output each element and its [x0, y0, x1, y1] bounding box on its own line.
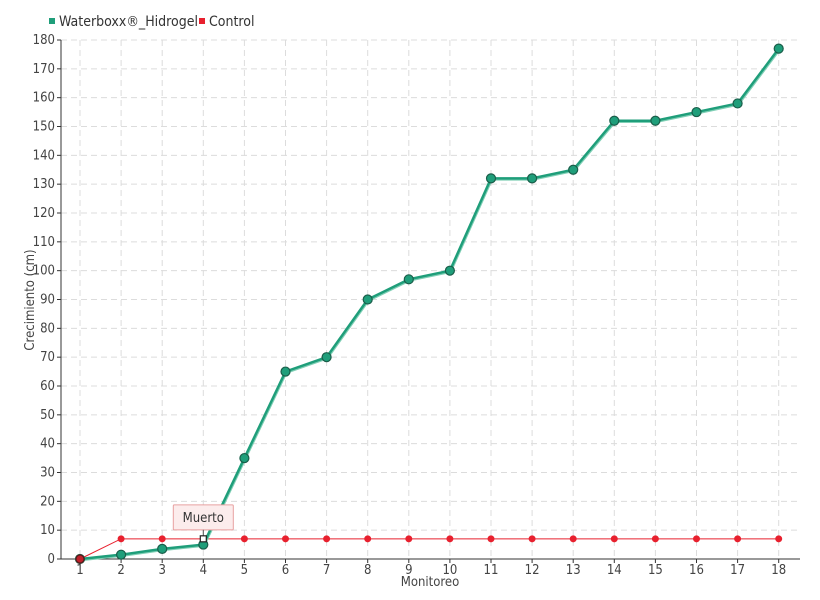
- legend-label-series-1[interactable]: Control: [209, 14, 255, 30]
- legend: Waterboxx®_Hidrogel Control: [49, 14, 255, 30]
- y-tick-label: 10: [40, 523, 55, 538]
- data-point[interactable]: [446, 535, 454, 543]
- data-point[interactable]: [403, 274, 414, 285]
- data-point[interactable]: [732, 98, 743, 109]
- x-tick-label: 5: [241, 563, 248, 578]
- data-point[interactable]: [734, 535, 742, 543]
- x-tick-label: 16: [689, 563, 704, 578]
- data-point[interactable]: [321, 352, 332, 363]
- y-tick-label: 60: [40, 379, 55, 394]
- data-point[interactable]: [405, 535, 413, 543]
- x-tick-label: 7: [323, 563, 330, 578]
- data-point[interactable]: [609, 115, 620, 126]
- x-tick-label: 15: [648, 563, 663, 578]
- series-line-shadow: [80, 49, 781, 562]
- y-tick-label: 40: [40, 437, 55, 452]
- data-point[interactable]: [157, 543, 168, 555]
- data-point[interactable]: [773, 43, 784, 54]
- data-point[interactable]: [239, 452, 250, 464]
- x-tick-label: 13: [566, 563, 581, 578]
- grid: [61, 39, 800, 559]
- y-tick-label: 130: [33, 177, 55, 192]
- x-tick-label: 3: [158, 563, 165, 578]
- data-point[interactable]: [650, 115, 661, 126]
- y-tick-label: 160: [33, 91, 55, 106]
- series-area: [74, 43, 784, 565]
- x-tick-label: 11: [484, 563, 499, 578]
- data-point[interactable]: [364, 535, 372, 543]
- y-tick-label: 110: [33, 235, 55, 250]
- x-tick-label: 4: [200, 563, 207, 578]
- data-point[interactable]: [526, 173, 538, 184]
- y-tick-label: 100: [33, 264, 55, 279]
- x-tick-label: 17: [730, 563, 745, 578]
- y-tick-label: 0: [48, 552, 55, 567]
- data-point[interactable]: [485, 173, 497, 184]
- x-axis-title: Monitoreo: [401, 575, 460, 590]
- y-tick-label: 140: [33, 148, 55, 163]
- data-point[interactable]: [444, 265, 455, 276]
- legend-label-series-0[interactable]: Waterboxx®_Hidrogel: [59, 14, 198, 30]
- x-tick-label: 10: [442, 563, 457, 578]
- annotation-label: Muerto: [183, 511, 224, 526]
- data-point[interactable]: [528, 535, 536, 543]
- y-tick-label: 180: [33, 33, 55, 48]
- legend-swatch-series-0: [49, 18, 55, 24]
- x-tick-label: 8: [364, 563, 371, 578]
- y-tick-label: 70: [40, 350, 55, 365]
- data-point[interactable]: [158, 535, 166, 543]
- x-tick-label: 2: [117, 563, 124, 578]
- data-point[interactable]: [569, 535, 577, 543]
- data-point[interactable]: [362, 294, 373, 305]
- x-tick-label: 12: [525, 563, 540, 578]
- data-point[interactable]: [568, 164, 579, 175]
- data-point[interactable]: [323, 535, 331, 543]
- x-tick-label: 14: [607, 563, 622, 578]
- y-tick-label: 20: [40, 494, 55, 509]
- data-point[interactable]: [282, 535, 289, 543]
- annotation: Muerto: [172, 504, 234, 543]
- series-0: [74, 43, 784, 565]
- annotations: Muerto: [172, 504, 234, 543]
- series-line: [79, 47, 780, 561]
- y-axis-title: Crecimiento (cm): [23, 249, 38, 350]
- y-tick-label: 50: [40, 408, 55, 423]
- y-tick-label: 90: [40, 293, 55, 308]
- data-point[interactable]: [693, 535, 700, 543]
- data-point[interactable]: [75, 554, 85, 564]
- x-tick-label: 1: [76, 563, 83, 578]
- data-point[interactable]: [610, 535, 618, 543]
- y-tick-label: 150: [33, 120, 55, 135]
- x-tick-label: 18: [771, 563, 786, 578]
- y-tick-label: 80: [40, 321, 55, 336]
- data-point[interactable]: [691, 106, 702, 118]
- data-point[interactable]: [487, 535, 495, 543]
- legend-swatch-series-1: [199, 18, 205, 24]
- data-point[interactable]: [115, 549, 127, 560]
- data-point[interactable]: [240, 535, 248, 543]
- x-tick-label: 9: [405, 563, 412, 578]
- x-tick-label: 6: [282, 563, 289, 578]
- axes: 0102030405060708090100110120130140150160…: [33, 33, 800, 578]
- y-tick-label: 120: [33, 206, 55, 221]
- annotation-marker: [199, 535, 207, 543]
- y-tick-label: 170: [33, 62, 55, 77]
- series-line: [79, 538, 779, 560]
- y-tick-label: 30: [40, 466, 55, 481]
- data-point[interactable]: [651, 535, 659, 543]
- data-point[interactable]: [117, 535, 125, 543]
- data-point[interactable]: [775, 535, 783, 543]
- data-point[interactable]: [280, 366, 291, 377]
- series-1: [79, 535, 783, 560]
